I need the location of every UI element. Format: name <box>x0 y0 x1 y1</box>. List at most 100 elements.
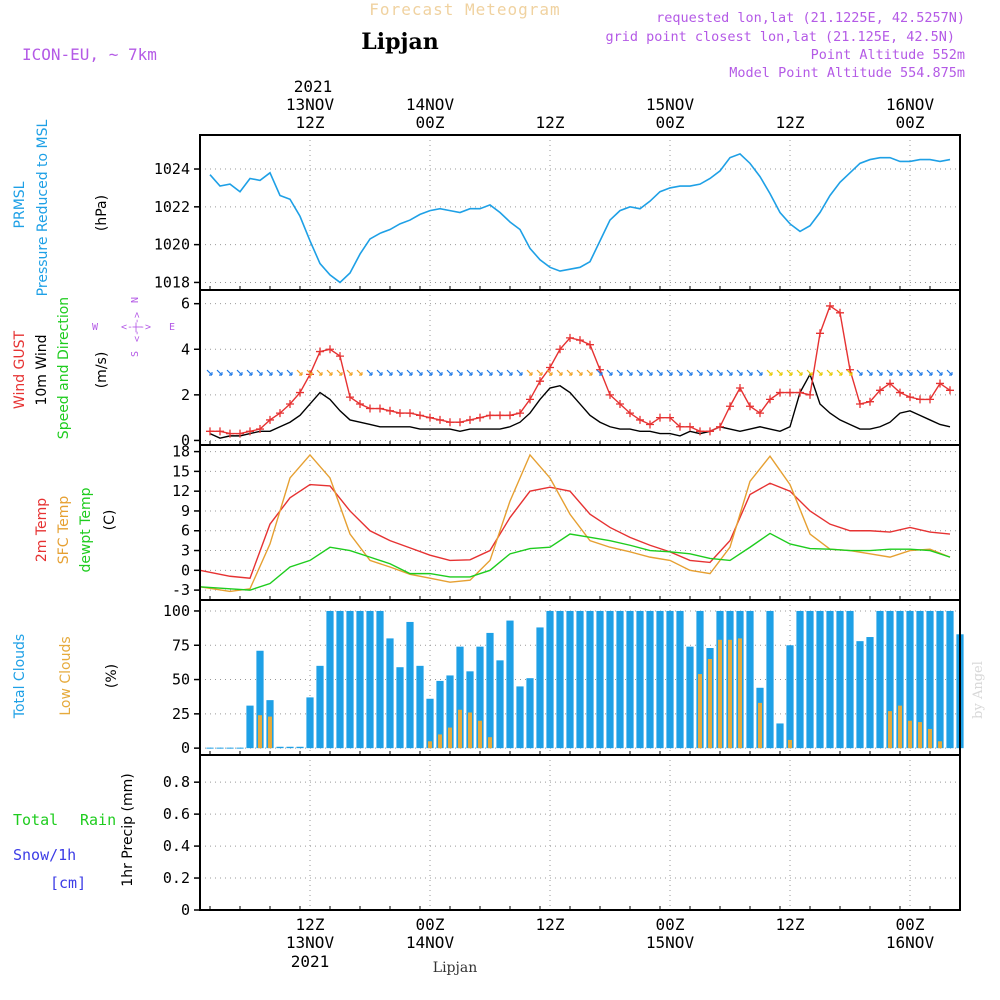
wind-direction-arrow <box>496 369 503 376</box>
wind-direction-arrow <box>616 369 623 376</box>
gust-marker <box>866 397 874 406</box>
total-cloud-bar <box>806 610 814 749</box>
y-tick-label: 0 <box>181 431 190 449</box>
gust-marker <box>786 388 794 397</box>
y-tick-label: 25 <box>172 705 190 723</box>
y-tick-label: 6 <box>181 522 190 540</box>
wind-direction-arrow <box>746 369 753 376</box>
bottom-day-label: 15NOV <box>646 933 695 952</box>
wind-direction-arrow <box>266 369 273 376</box>
y-tick-label: 4 <box>181 340 190 358</box>
low-cloud-bar <box>698 674 702 749</box>
wind-direction-arrow <box>726 369 733 376</box>
total-cloud-bar <box>886 610 894 749</box>
total-cloud-bar <box>746 610 754 749</box>
gust-marker <box>556 345 564 354</box>
bottom-day-label: 14NOV <box>406 933 455 952</box>
total-cloud-bar <box>606 610 614 749</box>
wind-direction-arrow <box>416 369 423 376</box>
total-cloud-bar <box>926 610 934 749</box>
total-cloud-bar <box>506 620 514 749</box>
rain-label: Rain <box>80 811 116 829</box>
low-cloud-bar <box>728 639 732 749</box>
gust-marker <box>416 411 424 420</box>
wind-direction-arrow <box>536 369 543 376</box>
total-cloud-bar <box>576 610 584 749</box>
gust-marker <box>266 415 274 424</box>
bottom-hour-label: 00Z <box>656 915 685 934</box>
pressure-line <box>209 152 951 284</box>
total-cloud-bar <box>356 610 364 749</box>
total-cloud-bar <box>426 698 434 749</box>
wind-direction-arrow <box>826 369 833 376</box>
wind-direction-arrow <box>436 369 443 376</box>
top-hour-label: 12Z <box>296 113 325 132</box>
wind-direction-arrow <box>716 369 723 376</box>
total-cloud-bar <box>366 610 374 749</box>
pressure-labels: PRMSL Pressure Reduced to MSL (hPa) <box>12 119 110 296</box>
wind-direction-arrow <box>796 369 803 376</box>
gust-marker <box>486 411 494 420</box>
gust-marker <box>836 308 844 317</box>
wind-direction-arrow <box>386 369 393 376</box>
low-cloud-bar <box>488 737 492 749</box>
total-cloud-bar <box>256 650 264 749</box>
low-cloud-bar <box>478 720 482 749</box>
total-cloud-bar <box>846 610 854 749</box>
compass-arrow-h: <-|-> <box>121 322 151 333</box>
gust-marker <box>936 379 944 388</box>
top-day-label: 15NOV <box>646 95 695 114</box>
wind-direction-arrow <box>856 369 863 376</box>
top-hour-label: 12Z <box>536 113 565 132</box>
gust-marker <box>276 409 284 418</box>
top-hour-label: 00Z <box>416 113 445 132</box>
wind-direction-arrow <box>776 369 783 376</box>
gust-marker <box>676 422 684 431</box>
total-cloud-bar <box>466 671 474 749</box>
temp-sfc-line <box>199 453 951 593</box>
wind-direction-arrow <box>426 369 433 376</box>
wind-direction-arrow <box>666 369 673 376</box>
plot-panels: 10181020102210240246-3036912151802550751… <box>154 134 964 919</box>
total-cloud-bar <box>776 723 784 749</box>
total-cloud-bar <box>766 610 774 749</box>
gust-marker <box>236 429 244 438</box>
pressure-unit: (hPa) <box>94 195 110 231</box>
total-cloud-bar <box>416 665 424 749</box>
wind-direction-arrow <box>786 369 793 376</box>
model-altitude: Model Point Altitude 554.875m <box>729 65 965 81</box>
gust-marker <box>466 415 474 424</box>
y-tick-label: 50 <box>172 671 190 689</box>
low-cloud-bar <box>788 739 792 749</box>
watermark: by Angel <box>971 661 986 719</box>
low-cloud-bar <box>928 728 932 749</box>
precip-unit: 1hr Precip (mm) <box>120 773 136 886</box>
total-cloud-bar <box>556 610 564 749</box>
y-tick-label: 15 <box>172 462 190 480</box>
y-tick-label: 2 <box>181 386 190 404</box>
y-tick-label: 100 <box>163 602 190 620</box>
y-tick-label: 1020 <box>154 236 190 254</box>
low-cloud-bar <box>918 722 922 749</box>
top-day-label: 14NOV <box>406 95 455 114</box>
compass-n: N <box>130 297 141 303</box>
wind-direction-arrow <box>916 369 923 376</box>
gust-marker <box>336 352 344 361</box>
top-day-label: 13NOV <box>286 95 335 114</box>
gust-marker <box>436 415 444 424</box>
low-cloud-bar <box>458 709 462 749</box>
gust-marker <box>296 388 304 397</box>
temp-dewpt-line <box>199 532 951 591</box>
wind-direction-arrow <box>886 369 893 376</box>
total-cloud-bar <box>936 610 944 749</box>
total-cloud-bar <box>676 610 684 749</box>
gust-marker <box>376 404 384 413</box>
total-cloud-bar <box>856 641 864 749</box>
gust-marker <box>246 427 254 436</box>
y-tick-label: 1022 <box>154 198 190 216</box>
total-cloud-bar <box>276 746 284 749</box>
gust-marker <box>626 409 634 418</box>
wind-unit: (m/s) <box>94 352 110 389</box>
y-tick-label: -3 <box>172 581 190 599</box>
